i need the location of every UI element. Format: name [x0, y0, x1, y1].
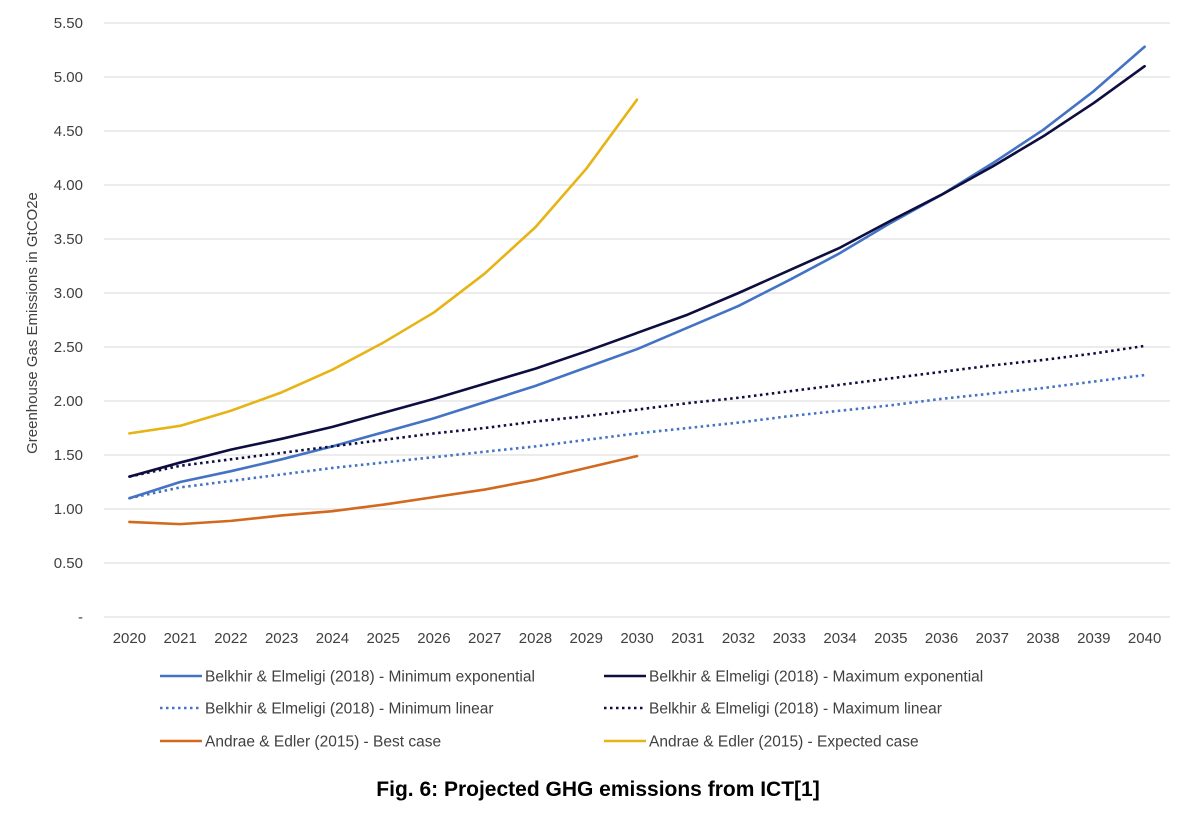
- x-tick-label: 2033: [773, 630, 806, 647]
- y-tick-label: 3.50: [54, 231, 83, 248]
- y-tick-label: 4.00: [54, 177, 83, 194]
- series-line-2: [128, 64, 1146, 478]
- series-line-1: [128, 45, 1146, 500]
- x-tick-label: 2032: [722, 630, 755, 647]
- legend-label: Andrae & Edler (2015) - Best case: [205, 734, 441, 751]
- x-tick-label: 2037: [976, 630, 1009, 647]
- legend-label: Belkhir & Elmeligi (2018) - Minimum line…: [205, 701, 494, 718]
- y-tick-label: 1.00: [54, 501, 83, 518]
- legend-label: Andrae & Edler (2015) - Expected case: [649, 734, 919, 751]
- x-tick-label: 2036: [925, 630, 958, 647]
- y-axis-ticks: - 0.50 1.00 1.50 2.00 2.50 3.00 3.50 4.00 4.50 5.0…: [54, 15, 83, 626]
- y-tick-label: 0.50: [54, 555, 83, 572]
- y-tick-label: 1.50: [54, 447, 83, 464]
- y-tick-label: -: [78, 609, 83, 626]
- legend-label: Belkhir & Elmeligi (2018) - Maximum expo…: [649, 669, 983, 686]
- x-tick-label: 2035: [874, 630, 907, 647]
- series-line-6: [128, 98, 639, 435]
- series-line-5: [128, 454, 639, 526]
- legend-label: Belkhir & Elmeligi (2018) - Maximum line…: [649, 701, 942, 718]
- x-tick-label: 2020: [113, 630, 146, 647]
- legend: Belkhir & Elmeligi (2018) - Minimum expo…: [160, 669, 983, 751]
- figure-caption: Fig. 6: Projected GHG emissions from ICT…: [376, 778, 820, 801]
- series-line-3: [129, 373, 1145, 500]
- x-tick-label: 2030: [620, 630, 653, 647]
- y-tick-label: 3.00: [54, 285, 83, 302]
- x-tick-label: 2039: [1077, 630, 1110, 647]
- y-tick-label: 5.50: [54, 15, 83, 32]
- y-tick-label: 2.00: [54, 393, 83, 410]
- x-tick-label: 2026: [417, 630, 450, 647]
- x-tick-label: 2027: [468, 630, 501, 647]
- x-tick-label: 2040: [1128, 630, 1161, 647]
- x-tick-label: 2023: [265, 630, 298, 647]
- x-tick-label: 2031: [671, 630, 704, 647]
- legend-label: Belkhir & Elmeligi (2018) - Minimum expo…: [205, 669, 535, 686]
- x-tick-label: 2029: [570, 630, 603, 647]
- series-line-4: [129, 344, 1145, 478]
- x-tick-label: 2021: [163, 630, 196, 647]
- gridlines: [104, 22, 1170, 618]
- line-chart: - 0.50 1.00 1.50 2.00 2.50 3.00 3.50 4.00 4.50 5.0…: [24, 15, 1170, 751]
- x-tick-label: 2034: [823, 630, 856, 647]
- x-tick-label: 2038: [1026, 630, 1059, 647]
- x-tick-label: 2022: [214, 630, 247, 647]
- x-tick-label: 2025: [367, 630, 400, 647]
- y-axis-label: Greenhouse Gas Emissions in GtCO2e: [24, 192, 41, 454]
- x-tick-label: 2024: [316, 630, 349, 647]
- x-axis-ticks: 2020 2021 2022 2023 2024 2025 2026 2027 2028 2029…: [113, 630, 1162, 647]
- y-tick-label: 4.50: [54, 123, 83, 140]
- series-lines: [128, 45, 1146, 526]
- y-tick-label: 5.00: [54, 69, 83, 86]
- x-tick-label: 2028: [519, 630, 552, 647]
- y-tick-label: 2.50: [54, 339, 83, 356]
